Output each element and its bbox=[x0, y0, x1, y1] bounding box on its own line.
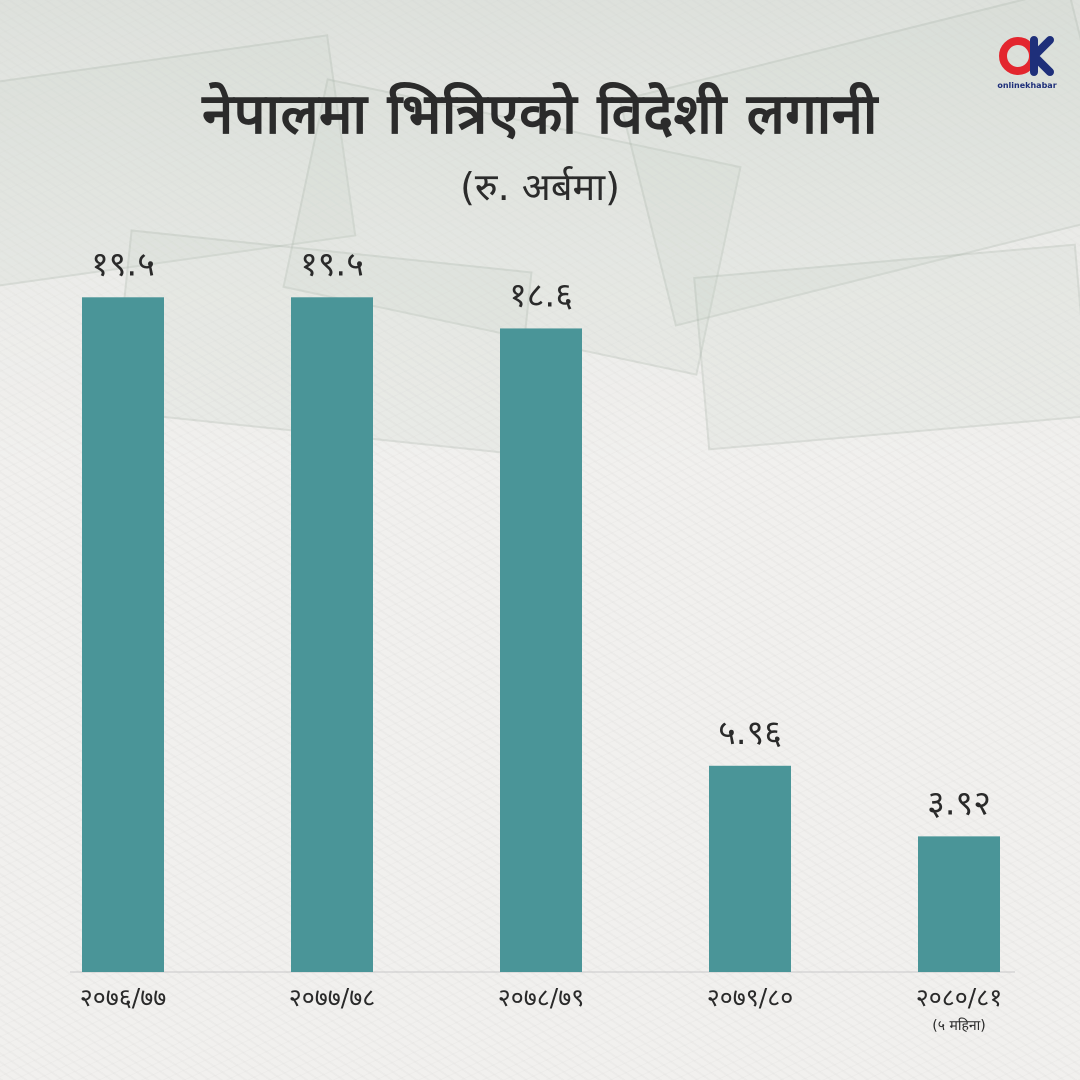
logo-caption: onlinekhabar bbox=[997, 81, 1056, 90]
category-label-2: २०७७/७८ bbox=[289, 983, 375, 1012]
bar-4 bbox=[709, 765, 791, 972]
value-label-4: ५.९६ bbox=[718, 713, 782, 753]
onlinekhabar-logo: onlinekhabar bbox=[997, 36, 1057, 90]
value-label-2: १९.५ bbox=[300, 244, 364, 284]
chart-title: नेपालमा भित्रिएको विदेशी लगानी bbox=[202, 82, 878, 147]
bar-5 bbox=[918, 836, 1000, 972]
category-label-5: २०८०/८१ bbox=[916, 983, 1002, 1012]
chart-subtitle: (रु. अर्बमा) bbox=[460, 165, 620, 209]
category-label-1: २०७६/७७ bbox=[80, 983, 166, 1012]
category-label-3: २०७८/७९ bbox=[498, 983, 584, 1012]
bar-3 bbox=[500, 328, 582, 972]
value-label-5: ३.९२ bbox=[927, 783, 991, 823]
category-label-4: २०७९/८० bbox=[707, 983, 793, 1012]
bar-2 bbox=[291, 297, 373, 972]
value-label-3: १८.६ bbox=[509, 275, 573, 315]
category-note-5: (५ महिना) bbox=[932, 1017, 985, 1034]
value-label-1: १९.५ bbox=[91, 244, 155, 284]
bar-1 bbox=[82, 297, 164, 972]
